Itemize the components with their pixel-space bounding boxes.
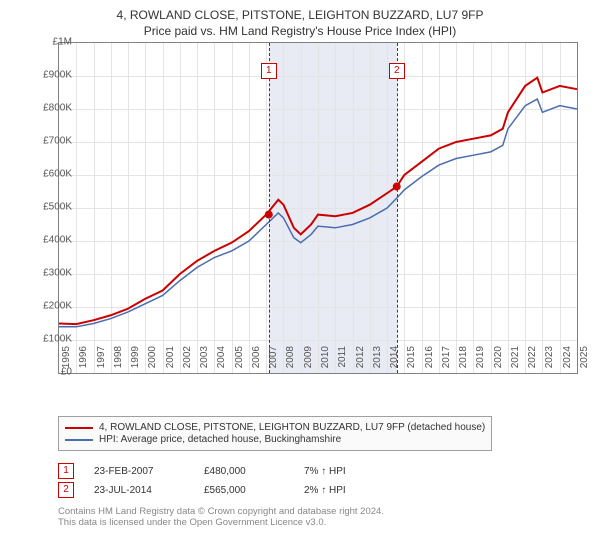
x-axis-label: 2010 bbox=[320, 346, 331, 376]
x-axis-label: 2019 bbox=[475, 346, 486, 376]
x-axis-label: 2018 bbox=[458, 346, 469, 376]
x-axis-label: 2001 bbox=[165, 346, 176, 376]
x-axis-label: 2006 bbox=[251, 346, 262, 376]
event-date: 23-JUL-2014 bbox=[94, 485, 184, 496]
x-axis-label: 1996 bbox=[78, 346, 89, 376]
x-axis-label: 2005 bbox=[234, 346, 245, 376]
event-date: 23-FEB-2007 bbox=[94, 466, 184, 477]
event-row: 1 23-FEB-2007 £480,000 7% ↑ HPI bbox=[58, 463, 374, 479]
series-hpi bbox=[59, 99, 577, 327]
y-axis-label: £800K bbox=[43, 103, 72, 114]
x-axis-label: 2022 bbox=[527, 346, 538, 376]
legend-swatch-property bbox=[65, 427, 93, 429]
y-axis-label: £1M bbox=[53, 37, 72, 48]
legend-item-hpi: HPI: Average price, detached house, Buck… bbox=[65, 434, 485, 445]
x-axis-label: 2011 bbox=[337, 346, 348, 376]
marker-line-2 bbox=[397, 43, 398, 373]
x-axis-label: 2020 bbox=[493, 346, 504, 376]
x-axis-label: 1999 bbox=[130, 346, 141, 376]
chart-subtitle: Price paid vs. HM Land Registry's House … bbox=[0, 22, 600, 42]
event-num: 2 bbox=[58, 482, 74, 498]
x-axis-label: 2015 bbox=[406, 346, 417, 376]
legend-swatch-hpi bbox=[65, 439, 93, 441]
footer-attribution: Contains HM Land Registry data © Crown c… bbox=[58, 506, 384, 528]
y-axis-label: £500K bbox=[43, 202, 72, 213]
x-axis-label: 2002 bbox=[182, 346, 193, 376]
footer-line2: This data is licensed under the Open Gov… bbox=[58, 517, 384, 528]
arrow-up-icon: ↑ bbox=[321, 485, 326, 496]
y-axis-label: £100K bbox=[43, 334, 72, 345]
event-price: £480,000 bbox=[204, 466, 284, 477]
legend-label-property: 4, ROWLAND CLOSE, PITSTONE, LEIGHTON BUZ… bbox=[99, 422, 485, 433]
x-axis-label: 1998 bbox=[113, 346, 124, 376]
x-axis-label: 2009 bbox=[303, 346, 314, 376]
x-axis-label: 2012 bbox=[355, 346, 366, 376]
x-axis-label: 2016 bbox=[424, 346, 435, 376]
marker-box-2: 2 bbox=[389, 63, 405, 79]
chart-title: 4, ROWLAND CLOSE, PITSTONE, LEIGHTON BUZ… bbox=[0, 0, 600, 22]
x-axis-label: 2007 bbox=[268, 346, 279, 376]
x-axis-label: 2013 bbox=[372, 346, 383, 376]
x-axis-label: 1997 bbox=[96, 346, 107, 376]
x-axis-label: 2025 bbox=[579, 346, 590, 376]
y-axis-label: £600K bbox=[43, 169, 72, 180]
y-axis-label: £900K bbox=[43, 70, 72, 81]
x-axis-label: 2014 bbox=[389, 346, 400, 376]
event-num: 1 bbox=[58, 463, 74, 479]
x-axis-label: 2017 bbox=[441, 346, 452, 376]
series-property bbox=[59, 78, 577, 325]
legend-label-hpi: HPI: Average price, detached house, Buck… bbox=[99, 434, 341, 445]
legend: 4, ROWLAND CLOSE, PITSTONE, LEIGHTON BUZ… bbox=[58, 416, 492, 451]
arrow-up-icon: ↑ bbox=[321, 466, 326, 477]
y-axis-label: £400K bbox=[43, 235, 72, 246]
x-axis-label: 2004 bbox=[216, 346, 227, 376]
x-axis-label: 2003 bbox=[199, 346, 210, 376]
legend-item-property: 4, ROWLAND CLOSE, PITSTONE, LEIGHTON BUZ… bbox=[65, 422, 485, 433]
marker-line-1 bbox=[269, 43, 270, 373]
x-axis-label: 2008 bbox=[285, 346, 296, 376]
event-change: 7% ↑ HPI bbox=[304, 466, 374, 477]
y-axis-label: £700K bbox=[43, 136, 72, 147]
event-row: 2 23-JUL-2014 £565,000 2% ↑ HPI bbox=[58, 482, 374, 498]
x-axis-label: 2021 bbox=[510, 346, 521, 376]
y-axis-label: £300K bbox=[43, 268, 72, 279]
plot-area: 12 bbox=[58, 42, 578, 374]
x-axis-label: 1995 bbox=[61, 346, 72, 376]
y-axis-label: £200K bbox=[43, 301, 72, 312]
event-price: £565,000 bbox=[204, 485, 284, 496]
x-axis-label: 2023 bbox=[544, 346, 555, 376]
line-layer bbox=[59, 43, 577, 373]
event-change: 2% ↑ HPI bbox=[304, 485, 374, 496]
x-axis-label: 2000 bbox=[147, 346, 158, 376]
chart-area: 12 £0£100K£200K£300K£400K£500K£600K£700K… bbox=[34, 42, 594, 402]
x-axis-label: 2024 bbox=[562, 346, 573, 376]
events-table: 1 23-FEB-2007 £480,000 7% ↑ HPI 2 23-JUL-2014… bbox=[58, 460, 374, 501]
marker-box-1: 1 bbox=[261, 63, 277, 79]
footer-line1: Contains HM Land Registry data © Crown c… bbox=[58, 506, 384, 517]
